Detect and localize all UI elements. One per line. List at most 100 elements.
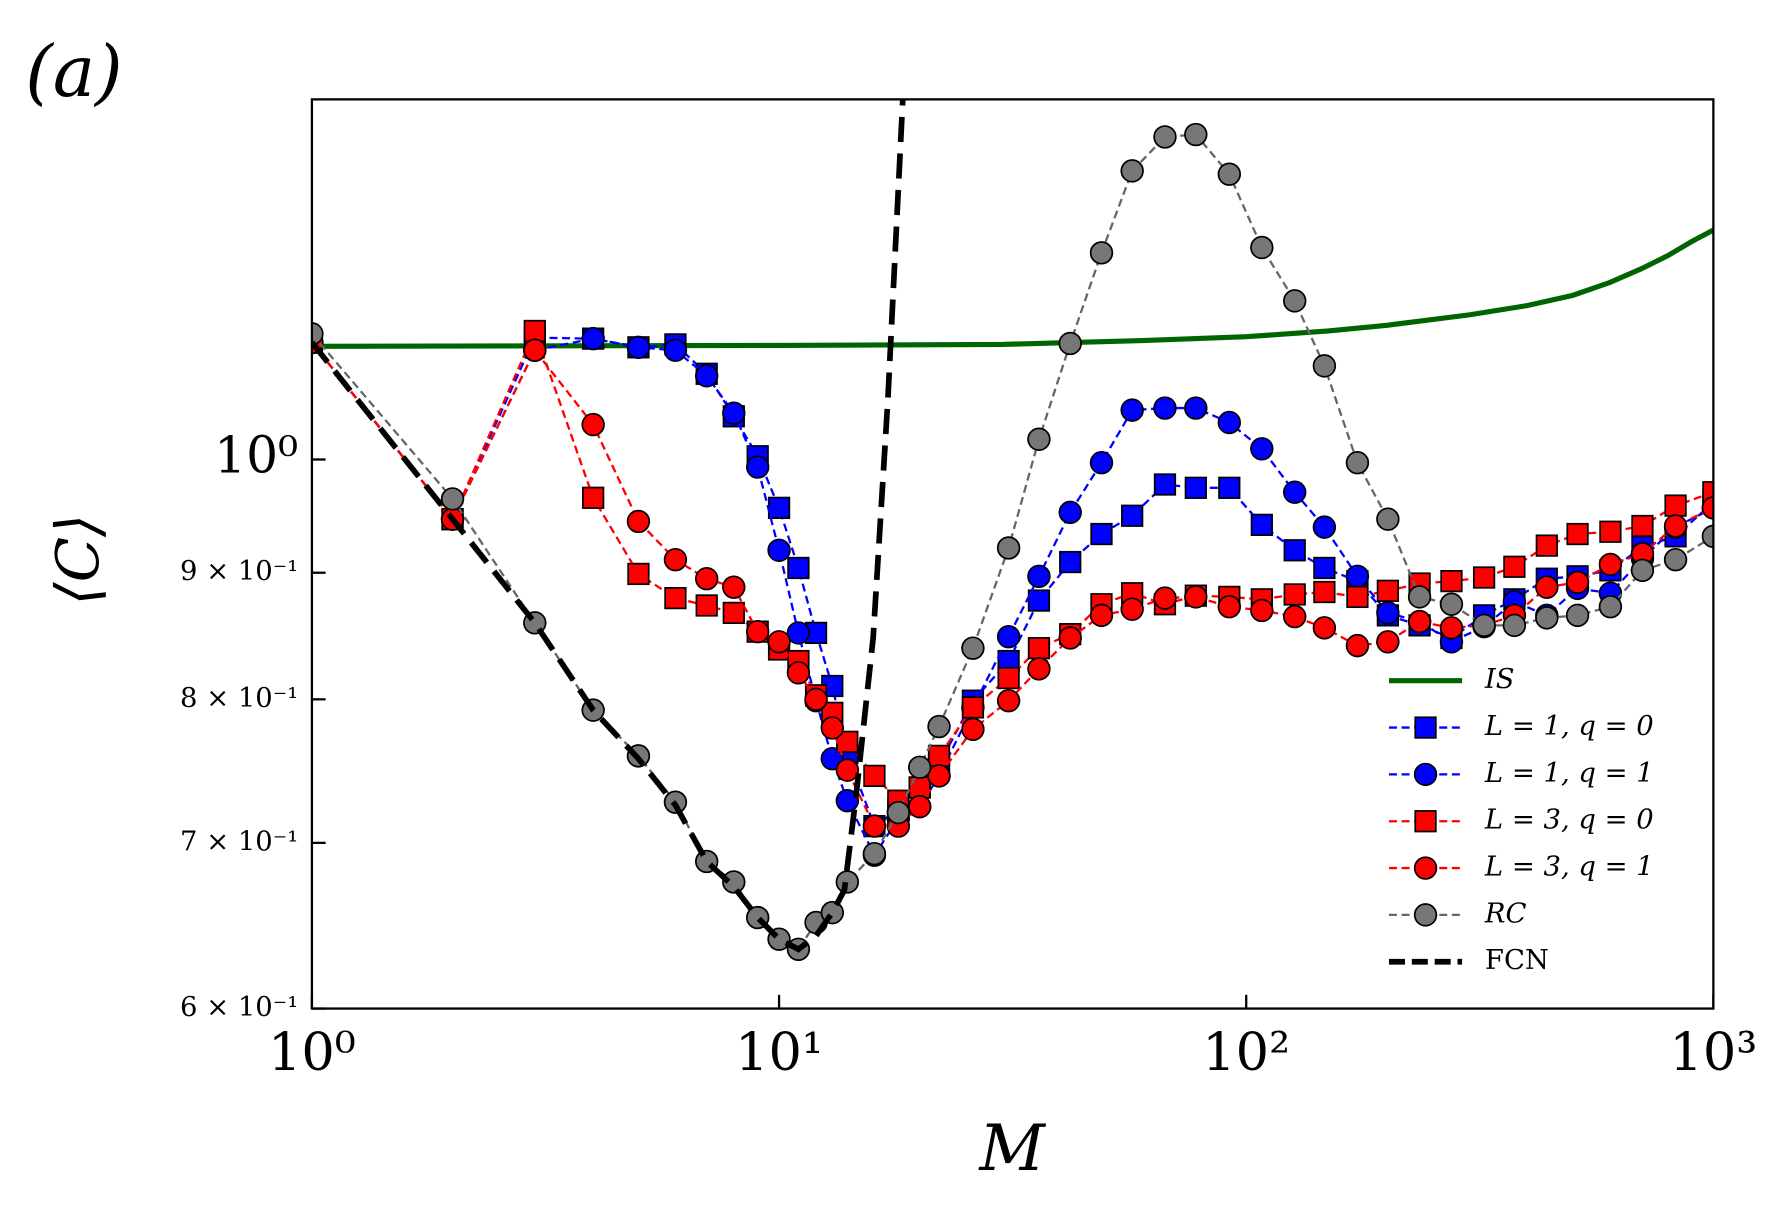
marker-circle bbox=[996, 688, 1021, 713]
marker-circle bbox=[927, 764, 951, 788]
marker-square bbox=[1283, 583, 1306, 606]
legend-label: L = 1, q = 1 bbox=[1484, 758, 1654, 789]
marker-circle bbox=[745, 619, 770, 644]
marker-circle bbox=[1598, 552, 1623, 577]
marker-square bbox=[863, 764, 886, 788]
marker-square bbox=[664, 586, 687, 610]
marker-circle bbox=[1027, 427, 1051, 451]
x-tick-label: 10¹ bbox=[735, 1022, 823, 1083]
marker-circle bbox=[767, 538, 791, 562]
marker-square bbox=[1414, 716, 1437, 739]
marker-square bbox=[1027, 637, 1051, 660]
marker-circle bbox=[1472, 613, 1496, 638]
marker-circle bbox=[1376, 507, 1400, 531]
legend-label: L = 3, q = 0 bbox=[1484, 805, 1654, 836]
marker-circle bbox=[694, 364, 719, 388]
marker-circle bbox=[1153, 396, 1177, 420]
marker-circle bbox=[1217, 594, 1242, 619]
marker-square bbox=[1664, 494, 1687, 517]
y-tick-label: 6 × 10⁻¹ bbox=[180, 992, 298, 1023]
x-tick-label: 10² bbox=[1202, 1022, 1290, 1083]
marker-circle bbox=[1407, 609, 1432, 634]
marker-square bbox=[1027, 589, 1051, 612]
marker-circle bbox=[311, 322, 324, 346]
marker-square bbox=[1184, 476, 1207, 499]
x-tick-label: 10⁰ bbox=[268, 1022, 356, 1083]
marker-square bbox=[1376, 579, 1399, 602]
marker-circle bbox=[1184, 585, 1208, 609]
legend: IS L = 1, q = 0 L = 1, q = 1 L = 3, q = 0 L … bbox=[1388, 664, 1654, 976]
marker-circle bbox=[1283, 604, 1307, 629]
x-tick-label: 10³ bbox=[1669, 1022, 1757, 1083]
marker-circle bbox=[1439, 592, 1464, 616]
marker-square bbox=[1313, 580, 1336, 604]
marker-circle bbox=[1413, 856, 1438, 880]
marker-square bbox=[1440, 569, 1463, 593]
marker-circle bbox=[1120, 159, 1144, 183]
y-tick-label: 9 × 10⁻¹ bbox=[180, 556, 298, 587]
marker-square bbox=[1346, 585, 1369, 609]
marker-circle bbox=[1058, 626, 1082, 650]
marker-circle bbox=[1217, 162, 1242, 186]
marker-circle bbox=[626, 509, 651, 534]
marker-circle bbox=[804, 687, 828, 712]
axes-frame bbox=[310, 98, 1715, 1010]
plot-area bbox=[311, 99, 1714, 962]
marker-circle bbox=[1565, 570, 1590, 595]
legend-label: FCN bbox=[1485, 945, 1549, 976]
marker-circle bbox=[1027, 564, 1051, 589]
marker-circle bbox=[1312, 354, 1337, 378]
marker-circle bbox=[626, 335, 651, 360]
y-axis-label: ⟨C⟩ bbox=[44, 514, 113, 606]
marker-circle bbox=[663, 547, 688, 572]
marker-circle bbox=[1565, 603, 1590, 628]
marker-circle bbox=[1120, 398, 1144, 422]
series-line bbox=[311, 99, 906, 953]
marker-circle bbox=[1250, 598, 1274, 623]
marker-circle bbox=[1153, 586, 1177, 610]
marker-circle bbox=[1413, 762, 1438, 787]
marker-square bbox=[767, 496, 791, 519]
marker-circle bbox=[663, 338, 688, 362]
panel-label: (a) bbox=[25, 30, 122, 113]
marker-square bbox=[787, 556, 810, 580]
marker-circle bbox=[1217, 410, 1242, 435]
marker-circle bbox=[1283, 289, 1307, 313]
marker-square bbox=[1599, 520, 1622, 543]
marker-circle bbox=[835, 758, 860, 782]
marker-square bbox=[1059, 550, 1082, 574]
marker-circle bbox=[1120, 597, 1144, 621]
y-tick-label: 7 × 10⁻¹ bbox=[180, 826, 298, 857]
marker-circle bbox=[722, 575, 746, 599]
series-line bbox=[311, 227, 1714, 349]
marker-circle bbox=[1089, 451, 1114, 475]
marker-circle bbox=[1345, 633, 1370, 658]
marker-circle bbox=[694, 567, 719, 591]
marker-circle bbox=[820, 716, 845, 740]
marker-circle bbox=[1250, 437, 1274, 461]
marker-circle bbox=[1663, 514, 1688, 538]
legend-label: IS bbox=[1484, 664, 1515, 695]
legend-label: L = 3, q = 1 bbox=[1484, 852, 1654, 883]
series-line bbox=[311, 341, 1714, 828]
marker-square bbox=[1503, 555, 1526, 578]
marker-circle bbox=[722, 870, 746, 894]
marker-circle bbox=[440, 487, 465, 511]
marker-circle bbox=[1058, 500, 1082, 525]
marker-circle bbox=[996, 536, 1021, 560]
marker-circle bbox=[1089, 241, 1114, 265]
marker-circle bbox=[1312, 616, 1337, 640]
marker-circle bbox=[1376, 630, 1400, 654]
marker-square bbox=[1702, 481, 1714, 504]
marker-square bbox=[1631, 514, 1654, 538]
marker-square bbox=[1153, 473, 1177, 496]
marker-square bbox=[627, 562, 650, 586]
marker-circle bbox=[1027, 657, 1051, 681]
marker-circle bbox=[1089, 603, 1114, 628]
marker-circle bbox=[862, 814, 887, 838]
marker-circle bbox=[927, 714, 951, 739]
marker-circle bbox=[1184, 396, 1208, 420]
y-tick-label: 8 × 10⁻¹ bbox=[180, 683, 298, 714]
marker-square bbox=[997, 666, 1020, 690]
